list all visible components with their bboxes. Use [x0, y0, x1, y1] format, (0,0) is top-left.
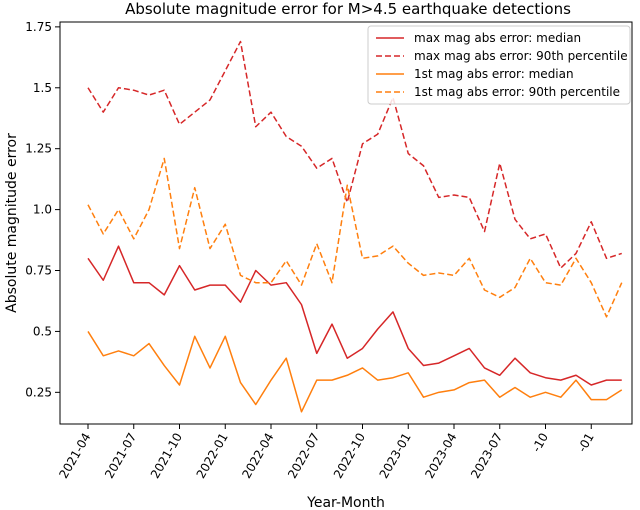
- y-tick-label: 1.25: [25, 142, 52, 156]
- x-tick-label: 2021-04: [56, 431, 93, 481]
- x-tick-label: 2022-01: [194, 431, 231, 481]
- y-axis: 0.25 0.5 0.75 1.0 1.25 1.5 1.75: [25, 20, 60, 399]
- x-tick-label: 2023-07: [468, 431, 505, 481]
- plot-frame: [59, 21, 633, 425]
- legend-entry: max mag abs error: median: [414, 31, 581, 45]
- series-line-3: [87, 331, 623, 413]
- series-layer: [87, 40, 623, 413]
- legend-box: [367, 25, 631, 105]
- y-tick-label: 0.25: [25, 385, 52, 399]
- x-tick-label: 2022-07: [285, 431, 322, 481]
- y-tick-label: 1.5: [33, 81, 52, 95]
- legend: max mag abs error: median max mag abs err…: [367, 25, 631, 105]
- x-tick-label: 2023-01: [377, 431, 414, 481]
- x-tick-label: 2021-10: [148, 431, 185, 481]
- series-line-4: [87, 157, 623, 318]
- y-tick-label: 1.0: [33, 203, 52, 217]
- y-tick-label: 0.5: [33, 324, 52, 338]
- series-line-1: [87, 245, 622, 386]
- chart-title: Absolute magnitude error for M>4.5 earth…: [125, 0, 571, 18]
- y-tick-label: 1.75: [25, 20, 52, 34]
- x-axis: 2021-04 2021-07 2021-10 2022-01 2022-04 2022-…: [56, 424, 597, 481]
- y-axis-title: Absolute magnitude error: [4, 133, 20, 313]
- legend-entry: 1st mag abs error: 90th percentile: [414, 85, 620, 99]
- x-axis-title: Year-Month: [306, 495, 385, 510]
- series-line-2: [87, 40, 622, 269]
- x-tick-label: -10: [529, 431, 551, 455]
- x-tick-label: 2022-10: [331, 431, 368, 481]
- x-tick-label: -01: [575, 431, 597, 455]
- x-tick-label: 2021-07: [102, 431, 139, 481]
- legend-entry: max mag abs error: 90th percentile: [414, 49, 628, 63]
- legend-entry: 1st mag abs error: median: [414, 67, 574, 81]
- x-tick-label: 2023-04: [422, 431, 459, 481]
- x-tick-label: 2022-04: [239, 431, 276, 481]
- y-tick-label: 0.75: [25, 264, 52, 278]
